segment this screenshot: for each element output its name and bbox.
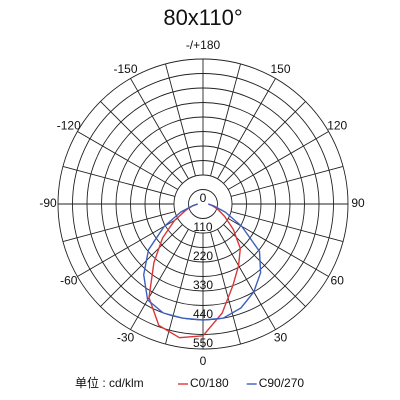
r-tick-label: 550 [193,336,213,350]
r-tick-label: 0 [200,191,207,205]
theta-tick-label: -/+180 [186,38,221,52]
r-tick-label: 440 [193,307,213,321]
series-curve [148,203,242,339]
theta-tick-label: -150 [113,62,137,76]
unit-label: 单位 : cd/klm [75,375,144,390]
theta-tick-label: 30 [274,330,288,344]
theta-tick-label: 90 [351,196,365,210]
grid-circle [57,58,349,350]
theta-tick-label: 120 [327,119,347,133]
grid-circle [173,174,233,234]
r-tick-label: 330 [193,278,213,292]
legend-label: C90/270 [259,376,305,390]
minor-grid-circle [188,189,218,219]
theta-tick-label: 60 [331,274,345,288]
theta-tick-label: 150 [270,62,290,76]
r-tick-label: 110 [193,220,212,234]
r-tick-label: 220 [193,249,213,263]
theta-tick-label: -60 [60,274,78,288]
theta-tick-label: -30 [117,330,135,344]
theta-tick-label: -120 [57,119,81,133]
theta-tick-label: -90 [39,196,57,210]
grid-circle [115,116,291,292]
chart-title: 80x110° [163,5,242,30]
grid-circle [144,145,262,263]
theta-tick-label: 0 [200,354,207,368]
legend-label: C0/180 [190,376,229,390]
series-curve [142,203,262,321]
